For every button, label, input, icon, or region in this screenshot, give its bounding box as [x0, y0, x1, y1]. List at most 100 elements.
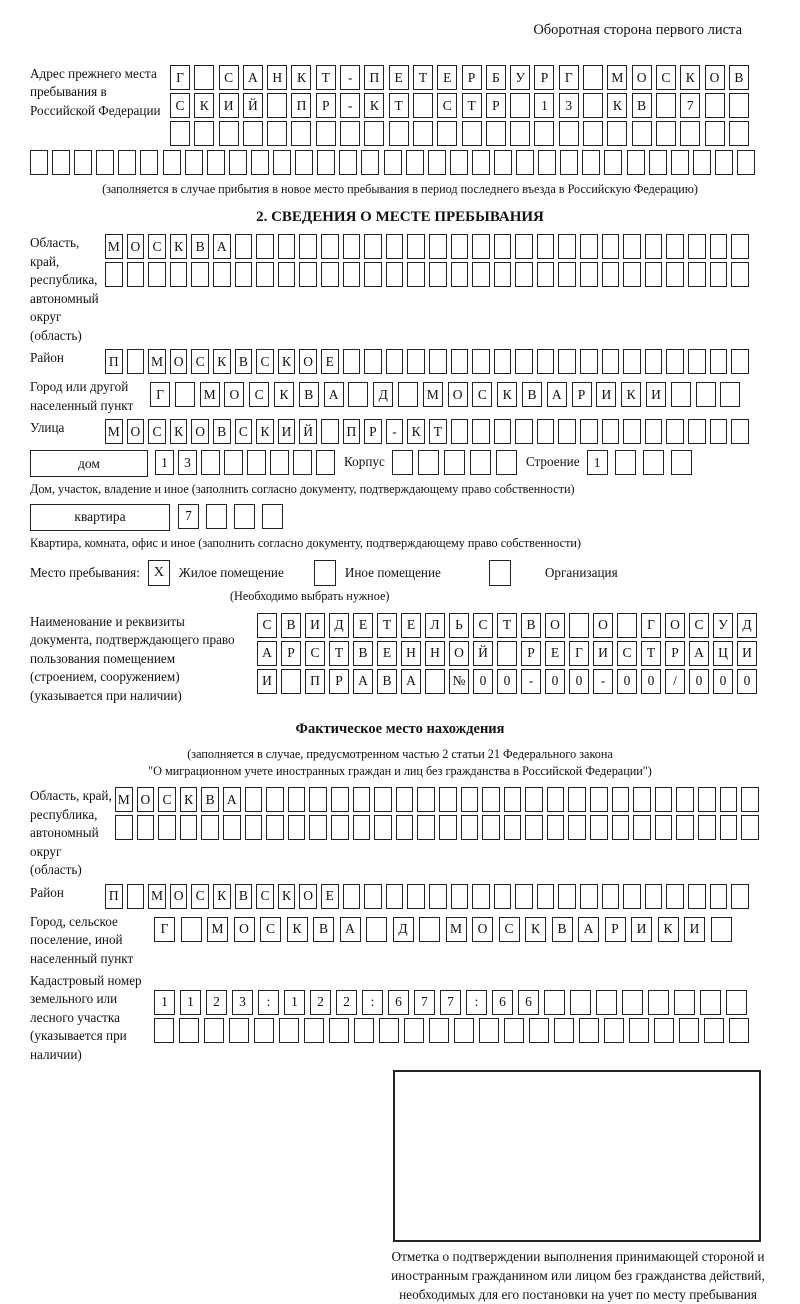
form-cell[interactable]: В — [191, 234, 209, 260]
form-cell[interactable] — [611, 787, 630, 813]
form-cell[interactable]: - — [593, 668, 613, 694]
form-cell[interactable]: И — [257, 668, 277, 694]
form-cell[interactable]: Т — [315, 65, 336, 90]
form-cell[interactable] — [515, 883, 533, 909]
form-cell[interactable]: О — [449, 640, 469, 666]
form-cell[interactable] — [428, 883, 447, 909]
form-cell[interactable] — [644, 262, 663, 288]
form-cell[interactable] — [443, 450, 465, 476]
form-cell[interactable]: : — [258, 989, 279, 1015]
form-cell[interactable] — [503, 815, 522, 841]
form-cell[interactable]: : — [362, 989, 383, 1015]
form-cell[interactable] — [224, 450, 243, 476]
form-cell[interactable] — [709, 419, 728, 445]
form-cell[interactable]: Й — [299, 419, 317, 445]
form-cell[interactable]: Р — [604, 916, 626, 942]
form-cell[interactable] — [204, 1017, 224, 1043]
form-cell[interactable] — [450, 262, 469, 288]
form-cell[interactable] — [184, 150, 203, 175]
form-cell[interactable]: Н — [401, 640, 421, 666]
form-cell[interactable] — [495, 450, 517, 476]
form-cell[interactable]: 1 — [586, 450, 608, 476]
form-cell[interactable]: 1 — [154, 989, 175, 1015]
form-cell[interactable]: Й — [473, 640, 493, 666]
form-cell[interactable]: Р — [461, 65, 482, 90]
form-cell[interactable]: Г — [558, 65, 579, 90]
form-cell[interactable] — [404, 1017, 424, 1043]
form-cell[interactable] — [558, 883, 577, 909]
form-cell[interactable]: А — [339, 916, 361, 942]
form-cell[interactable] — [277, 234, 296, 260]
form-cell[interactable] — [412, 121, 433, 146]
form-cell[interactable] — [407, 262, 425, 288]
form-cell[interactable] — [234, 234, 253, 260]
form-cell[interactable] — [692, 150, 711, 175]
form-cell[interactable] — [590, 815, 608, 841]
form-cell[interactable]: И — [684, 916, 705, 942]
form-cell[interactable]: Е — [377, 640, 397, 666]
form-cell[interactable]: С — [473, 612, 493, 638]
form-cell[interactable] — [105, 262, 123, 288]
form-cell[interactable] — [472, 349, 490, 375]
form-cell[interactable] — [417, 787, 435, 813]
form-cell[interactable] — [244, 787, 263, 813]
form-cell[interactable]: С — [191, 883, 209, 909]
form-cell[interactable] — [601, 349, 620, 375]
form-cell[interactable] — [623, 419, 641, 445]
form-cell[interactable] — [631, 121, 652, 146]
form-cell[interactable] — [450, 419, 469, 445]
form-cell[interactable] — [493, 883, 512, 909]
form-cell[interactable] — [277, 262, 296, 288]
form-cell[interactable]: С — [689, 612, 709, 638]
form-cell[interactable]: А — [689, 640, 709, 666]
form-cell[interactable]: В — [298, 382, 319, 408]
form-cell[interactable] — [644, 419, 663, 445]
form-cell[interactable] — [719, 787, 738, 813]
form-cell[interactable] — [515, 349, 533, 375]
form-cell[interactable] — [222, 815, 241, 841]
form-cell[interactable]: 1 — [534, 93, 555, 118]
form-cell[interactable]: Т — [412, 65, 433, 90]
form-cell[interactable] — [320, 234, 339, 260]
form-cell[interactable]: 0 — [497, 668, 517, 694]
form-cell[interactable]: А — [578, 916, 599, 942]
form-cell[interactable] — [648, 150, 667, 175]
form-cell[interactable] — [262, 503, 283, 529]
form-cell[interactable] — [254, 1017, 274, 1043]
form-cell[interactable] — [449, 150, 468, 175]
form-cell[interactable]: К — [657, 916, 679, 942]
form-cell[interactable]: С — [218, 65, 239, 90]
form-cell[interactable]: О — [704, 65, 725, 90]
form-cell[interactable]: О — [224, 382, 245, 408]
form-cell[interactable]: М — [115, 787, 133, 813]
form-cell[interactable]: В — [212, 419, 231, 445]
form-cell[interactable]: С — [148, 234, 166, 260]
form-cell[interactable] — [670, 150, 689, 175]
form-cell[interactable]: Т — [377, 612, 397, 638]
form-cell[interactable] — [180, 916, 202, 942]
form-cell[interactable] — [361, 150, 380, 175]
form-cell[interactable] — [267, 93, 288, 118]
form-cell[interactable] — [728, 121, 749, 146]
form-cell[interactable]: Ь — [449, 612, 469, 638]
form-cell[interactable] — [680, 121, 701, 146]
form-cell[interactable] — [546, 815, 565, 841]
form-cell[interactable] — [126, 883, 145, 909]
form-cell[interactable] — [515, 419, 533, 445]
form-cell[interactable]: И — [737, 640, 757, 666]
form-cell[interactable] — [704, 93, 725, 118]
form-cell[interactable] — [126, 349, 145, 375]
form-cell[interactable]: 0 — [617, 668, 637, 694]
form-cell[interactable] — [485, 121, 506, 146]
form-cell[interactable] — [256, 262, 274, 288]
form-cell[interactable] — [536, 419, 555, 445]
form-cell[interactable] — [731, 262, 749, 288]
form-cell[interactable]: В — [313, 916, 334, 942]
form-cell[interactable] — [583, 121, 604, 146]
form-cell[interactable]: В — [521, 382, 542, 408]
form-cell[interactable] — [234, 262, 253, 288]
form-cell[interactable] — [397, 382, 418, 408]
form-cell[interactable] — [674, 989, 695, 1015]
form-cell[interactable]: К — [212, 883, 231, 909]
form-cell[interactable] — [601, 883, 620, 909]
